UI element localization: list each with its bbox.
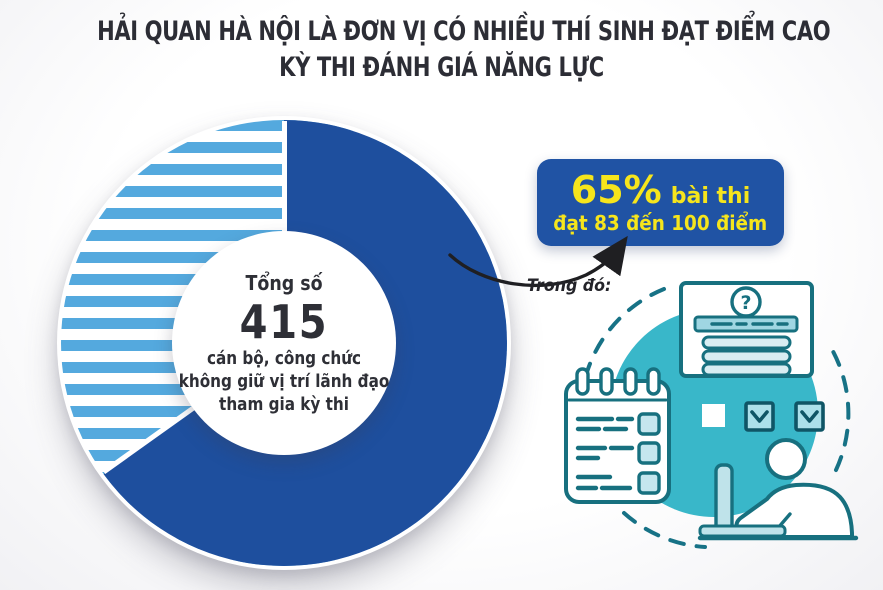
callout-line-2: đạt 83 đến 100 điểm: [553, 211, 768, 235]
callout-suffix: bài thi: [670, 184, 751, 209]
donut-chart: Tổng số 415 cán bộ, công chức không giữ …: [57, 116, 511, 570]
checkbox-row: [702, 401, 825, 432]
arrow-connector: [448, 235, 628, 288]
svg-text:?: ?: [740, 292, 751, 314]
trong-do-label: Trong đó:: [527, 276, 612, 296]
total-value: 415: [239, 294, 329, 349]
question-icon: ?: [730, 286, 762, 318]
person-at-laptop-icon: [697, 438, 859, 541]
donut-center-label: Tổng số 415 cán bộ, công chức không giữ …: [179, 270, 390, 417]
quiz-panel-icon: ?: [679, 281, 814, 378]
title-line-2: KỲ THI ĐÁNH GIÁ NĂNG LỰC: [279, 52, 604, 83]
total-line-2: không giữ vị trí lãnh đạo: [178, 371, 390, 392]
donut-center: Tổng số 415 cán bộ, công chức không giữ …: [172, 231, 396, 455]
callout-line-1: 65% bài thi: [571, 170, 750, 210]
callout-box: 65% bài thi đạt 83 đến 100 điểm: [537, 159, 784, 246]
total-prefix: Tổng số: [245, 270, 323, 295]
checkbox-checked-icon: [744, 401, 825, 432]
page-title: HẢI QUAN HÀ NỘI LÀ ĐƠN VỊ CÓ NHIỀU THÍ S…: [0, 14, 883, 86]
total-line-3: tham gia kỳ thi: [219, 394, 349, 415]
title-line-1: HẢI QUAN HÀ NỘI LÀ ĐƠN VỊ CÓ NHIỀU THÍ S…: [97, 16, 831, 47]
dashed-circle: [585, 287, 851, 549]
notepad-checklist-icon: [564, 367, 671, 504]
exam-illustration: ?: [564, 281, 859, 549]
arrow-path: [448, 235, 628, 288]
callout-percent: 65%: [570, 168, 662, 212]
total-line-1: cán bộ, công chức: [206, 348, 362, 369]
blank-square: [702, 404, 725, 427]
